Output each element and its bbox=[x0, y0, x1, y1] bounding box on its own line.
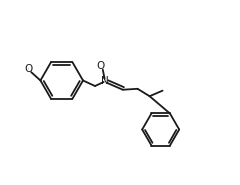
Text: N: N bbox=[101, 76, 109, 86]
Text: O: O bbox=[97, 61, 105, 71]
Text: O: O bbox=[25, 64, 33, 74]
